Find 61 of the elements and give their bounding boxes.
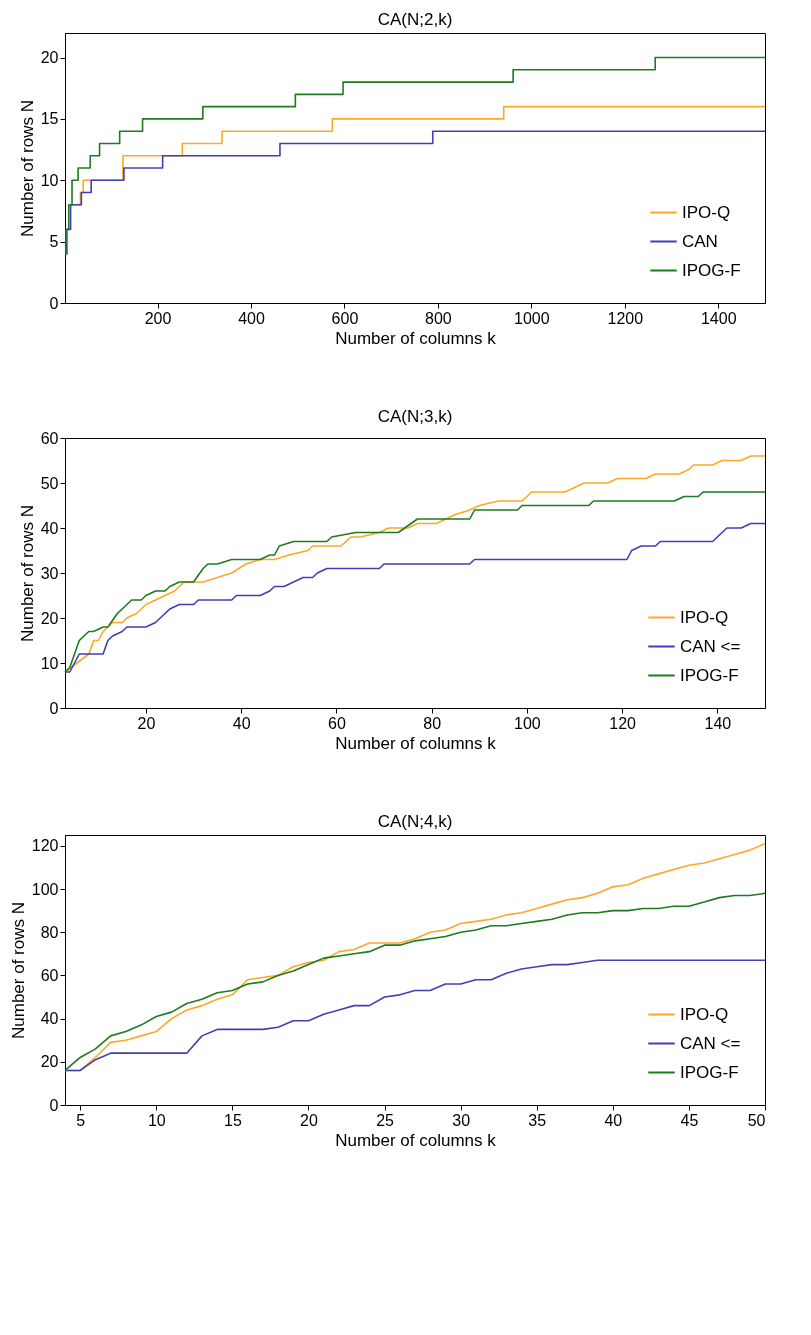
legend-label: IPOG-F — [682, 260, 741, 280]
x-tick-label: 10 — [147, 1111, 166, 1129]
x-tick-label: 40 — [604, 1111, 623, 1129]
y-tick-label: 20 — [40, 609, 59, 627]
y-tick-label: 15 — [40, 110, 59, 128]
x-tick-label: 15 — [223, 1111, 242, 1129]
y-axis-title: Number of rows N — [17, 100, 37, 237]
legend-label: CAN <= — [680, 1033, 741, 1053]
y-tick-label: 40 — [40, 1010, 59, 1028]
y-tick-label: 20 — [40, 1053, 59, 1071]
y-tick-label: 5 — [49, 233, 59, 251]
x-axis-title: Number of columns k — [335, 733, 497, 753]
legend-label: IPO-Q — [680, 607, 729, 627]
x-axis-title: Number of columns k — [335, 1130, 497, 1150]
y-tick-label: 0 — [49, 294, 59, 312]
y-axis-title: Number of rows N — [8, 902, 28, 1039]
x-tick-label: 50 — [747, 1111, 766, 1129]
y-tick-label: 100 — [31, 880, 59, 898]
y-tick-label: 60 — [40, 966, 59, 984]
y-tick-label: 30 — [40, 564, 59, 582]
y-tick-label: 20 — [40, 49, 59, 67]
x-tick-label: 1200 — [607, 309, 644, 327]
y-tick-label: 50 — [40, 474, 59, 492]
y-tick-label: 0 — [49, 1096, 59, 1114]
legend-label: CAN — [682, 231, 718, 251]
legend-label: IPO-Q — [680, 1004, 729, 1024]
x-tick-label: 25 — [376, 1111, 395, 1129]
x-tick-label: 45 — [680, 1111, 699, 1129]
y-tick-label: 80 — [40, 923, 59, 941]
y-tick-label: 120 — [31, 837, 59, 855]
x-tick-label: 30 — [452, 1111, 471, 1129]
x-tick-label: 40 — [232, 714, 251, 732]
x-tick-label: 100 — [514, 714, 541, 732]
x-tick-label: 5 — [76, 1111, 86, 1129]
x-tick-label: 600 — [331, 309, 359, 327]
legend-label: IPOG-F — [680, 665, 739, 685]
x-tick-label: 80 — [423, 714, 442, 732]
chart-title: CA(N;2,k) — [377, 10, 453, 29]
y-axis-title: Number of rows N — [17, 505, 37, 642]
legend-label: IPOG-F — [680, 1062, 739, 1082]
x-tick-label: 1000 — [514, 309, 550, 327]
x-tick-label: 140 — [704, 714, 732, 732]
x-tick-label: 20 — [300, 1111, 318, 1129]
y-tick-label: 60 — [40, 429, 59, 447]
y-tick-label: 10 — [40, 171, 59, 189]
x-tick-label: 120 — [609, 714, 637, 732]
x-tick-label: 400 — [238, 309, 265, 327]
x-tick-label: 800 — [425, 309, 452, 327]
x-tick-label: 35 — [528, 1111, 547, 1129]
legend-label: IPO-Q — [682, 202, 731, 222]
y-tick-label: 40 — [40, 519, 59, 537]
chart-title: CA(N;4,k) — [377, 812, 453, 831]
legend-label: CAN <= — [680, 636, 741, 656]
y-tick-label: 10 — [40, 654, 59, 672]
chart-title: CA(N;3,k) — [377, 407, 453, 426]
y-tick-label: 0 — [49, 699, 59, 717]
x-tick-label: 1400 — [700, 309, 737, 327]
x-tick-label: 60 — [328, 714, 346, 732]
x-axis-title: Number of columns k — [335, 328, 497, 348]
x-tick-label: 200 — [144, 309, 172, 327]
x-tick-label: 20 — [137, 714, 156, 732]
